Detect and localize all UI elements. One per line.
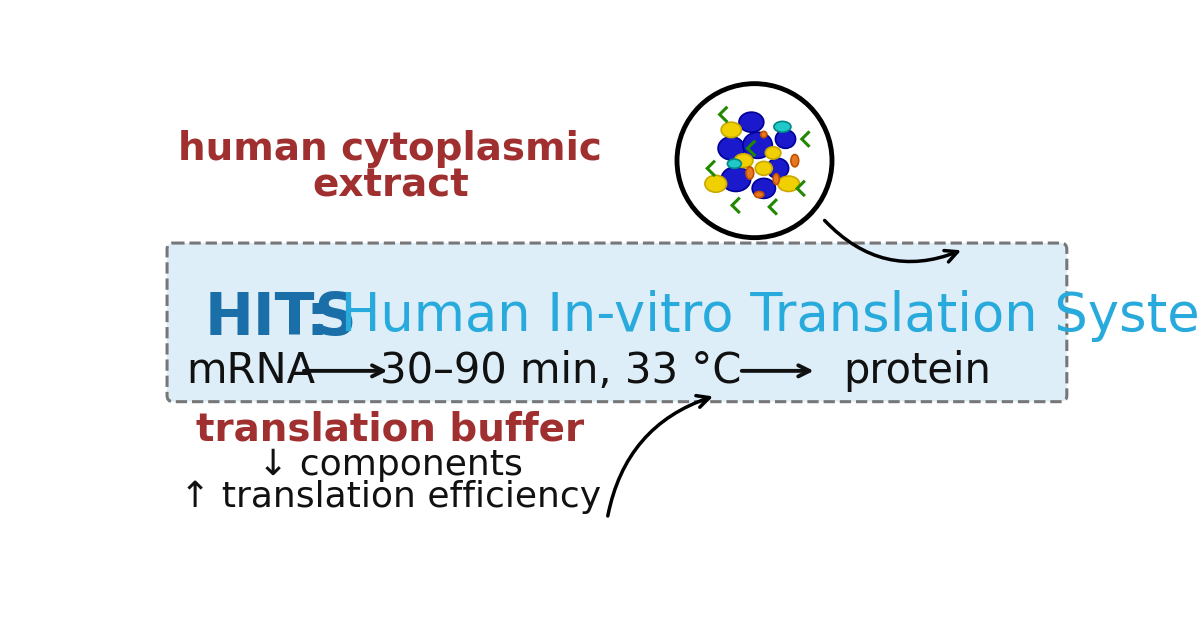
Text: Human In-vitro Translation System: Human In-vitro Translation System bbox=[324, 290, 1200, 342]
Text: translation buffer: translation buffer bbox=[196, 411, 584, 449]
Ellipse shape bbox=[775, 130, 796, 148]
Ellipse shape bbox=[746, 167, 754, 179]
Ellipse shape bbox=[791, 154, 799, 167]
Ellipse shape bbox=[739, 112, 764, 132]
Ellipse shape bbox=[727, 159, 742, 168]
Ellipse shape bbox=[721, 167, 751, 191]
Ellipse shape bbox=[734, 154, 752, 168]
Ellipse shape bbox=[778, 176, 799, 191]
Ellipse shape bbox=[721, 122, 742, 137]
Ellipse shape bbox=[752, 179, 775, 198]
Ellipse shape bbox=[766, 147, 781, 159]
Text: mRNA: mRNA bbox=[186, 350, 316, 392]
Text: :: : bbox=[305, 290, 329, 347]
Ellipse shape bbox=[761, 132, 767, 137]
Circle shape bbox=[677, 84, 832, 237]
Text: ↓ components: ↓ components bbox=[258, 448, 523, 482]
Ellipse shape bbox=[774, 122, 791, 132]
Text: protein: protein bbox=[844, 350, 991, 392]
Ellipse shape bbox=[743, 132, 773, 158]
Ellipse shape bbox=[773, 173, 779, 185]
Text: extract: extract bbox=[312, 167, 469, 205]
FancyBboxPatch shape bbox=[167, 243, 1067, 402]
Text: ↑ translation efficiency: ↑ translation efficiency bbox=[180, 480, 601, 514]
Text: human cytoplasmic: human cytoplasmic bbox=[179, 130, 602, 168]
Text: HITS: HITS bbox=[204, 290, 356, 347]
Ellipse shape bbox=[767, 158, 788, 179]
Text: 30–90 min, 33 °C: 30–90 min, 33 °C bbox=[380, 350, 742, 392]
Ellipse shape bbox=[755, 191, 763, 197]
Ellipse shape bbox=[704, 175, 727, 192]
Ellipse shape bbox=[718, 137, 744, 160]
Ellipse shape bbox=[755, 161, 773, 175]
